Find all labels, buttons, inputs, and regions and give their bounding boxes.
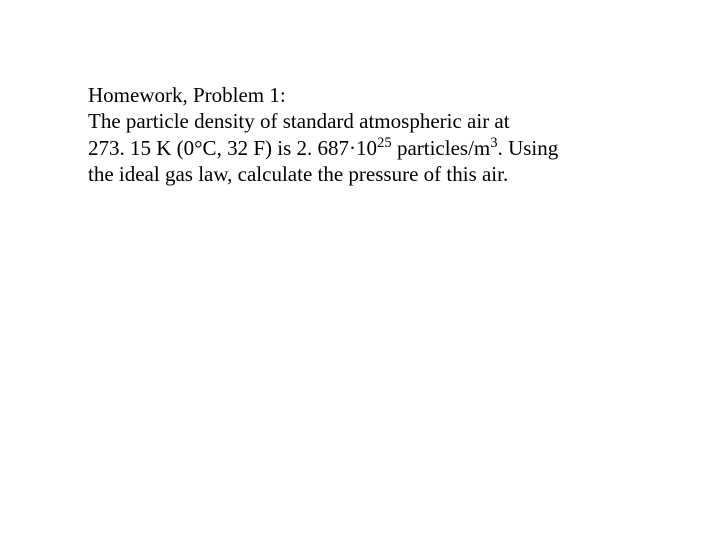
problem-line-2a: 273. 15 K (0°C, 32 F) is 2. 687·10 xyxy=(88,136,377,160)
exponent-25: 25 xyxy=(377,135,392,151)
slide-page: Homework, Problem 1: The particle densit… xyxy=(0,0,720,540)
problem-line-1: The particle density of standard atmosph… xyxy=(88,109,510,133)
problem-heading: Homework, Problem 1: xyxy=(88,83,286,107)
exponent-3: 3 xyxy=(490,135,497,151)
problem-line-2c: . Using xyxy=(498,136,559,160)
problem-line-3: the ideal gas law, calculate the pressur… xyxy=(88,162,508,186)
problem-line-2b: particles/m xyxy=(392,136,491,160)
problem-text: Homework, Problem 1: The particle densit… xyxy=(88,82,638,187)
